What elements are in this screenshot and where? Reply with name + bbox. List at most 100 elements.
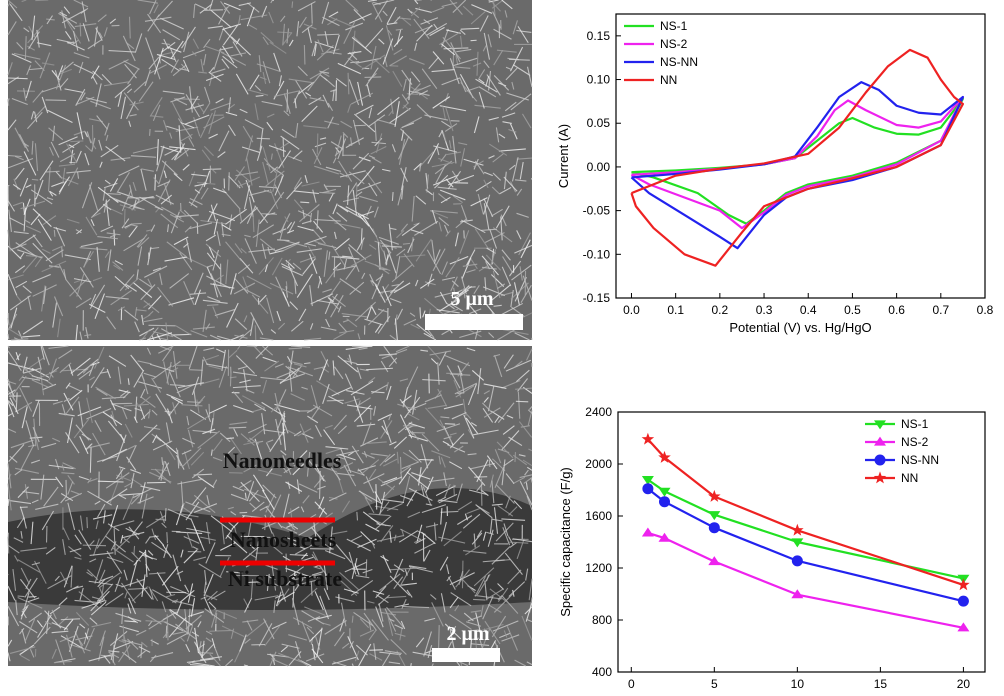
x-tick-label: 0.2 [712,303,729,317]
x-tick-label: 5 [711,677,718,691]
y-axis-label: Current (A) [556,124,571,188]
legend-label: NN [660,73,677,87]
x-tick-label: 0.5 [844,303,861,317]
legend-marker [874,471,887,483]
sem-fiber [304,363,310,364]
image-label: Nanosheets [230,527,337,552]
sem-fiber [283,138,284,157]
sem-fiber [70,141,83,142]
sem-fiber [229,427,246,428]
image-label: Ni substrate [228,566,343,591]
sem-fiber [45,100,66,101]
sem-fiber [454,485,455,495]
legend-label: NS-NN [901,453,939,467]
x-tick-label: 0.3 [756,303,773,317]
sem-fiber [83,545,106,546]
sem-fiber [113,645,114,663]
sem-fiber [8,78,28,79]
marker [792,555,803,566]
y-tick-label: 800 [592,613,612,627]
sem-fiber [272,0,273,1]
sem-fiber [156,519,167,520]
sem-fiber [166,626,167,638]
sem-fiber [361,228,362,243]
sem-fiber [277,240,289,241]
sem-fiber [357,512,358,521]
x-tick-label: 10 [791,677,805,691]
x-tick-label: 0.8 [977,303,994,317]
image-label: Nanoneedles [223,448,342,473]
sem-fiber [155,174,156,190]
sem-fiber [123,625,124,643]
x-tick-label: 0 [628,677,635,691]
sem-fiber [320,471,321,499]
sem-fiber [300,202,309,203]
sem-fiber [8,99,9,106]
sem-fiber [327,400,344,401]
sem-fiber [289,348,302,349]
sem-fiber [365,77,382,78]
x-tick-label: 0.1 [667,303,684,317]
x-tick-label: 15 [874,677,888,691]
sem-fiber [419,459,433,460]
legend-label: NS-2 [660,37,688,51]
legend-label: NS-1 [901,417,929,431]
x-tick-label: 0.6 [888,303,905,317]
legend-label: NN [901,471,918,485]
legend-marker [875,455,886,466]
sem-fiber [207,305,218,306]
sem-fiber [46,171,60,172]
sem-fiber [439,625,440,650]
sem-fiber [134,546,135,555]
series-line [631,99,962,224]
sem-fiber [531,178,532,179]
y-tick-label: 1200 [585,561,612,575]
y-tick-label: 0.00 [587,160,611,174]
sem-fiber [277,32,292,33]
sem-fiber [35,0,48,1]
sem-fiber [32,179,38,180]
sem-fiber [376,484,377,509]
legend-label: NS-1 [660,19,688,33]
sem-fiber [87,517,88,528]
sem-fiber [336,80,337,101]
sem-fiber [415,0,422,1]
y-tick-label: 400 [592,665,612,679]
sem-fiber [407,94,418,95]
sem-fiber [304,45,305,64]
sem-fiber [149,325,176,326]
marker [659,496,670,507]
sem-fiber [348,73,349,94]
marker [957,578,970,590]
x-tick-label: 20 [957,677,971,691]
series-line [631,97,962,228]
sem-fiber [292,1,293,7]
legend-label: NS-NN [660,55,698,69]
y-tick-label: -0.10 [583,247,611,261]
legend-label: NS-2 [901,435,929,449]
sem-fiber [8,334,9,339]
y-tick-label: 1600 [585,509,612,523]
sem-fiber [62,247,63,257]
marker [709,522,720,533]
sem-fiber [28,596,36,597]
sem-fiber [167,532,168,543]
y-tick-label: 0.15 [587,29,611,43]
sem-fiber [18,596,25,597]
sem-fiber [189,370,202,371]
sem-fiber [261,214,277,215]
sem-fiber [171,334,191,335]
marker [642,528,654,537]
sem-image [8,346,532,666]
y-axis-label: Specific capacitance (F/g) [558,467,573,617]
sem-fiber [25,36,26,59]
sem-fiber [352,616,353,623]
sem-fiber [90,447,91,473]
sem-fiber [209,404,210,417]
sem-fiber [392,192,393,201]
sem-fiber [54,230,55,237]
y-tick-label: -0.05 [583,204,611,218]
sem-fiber [114,229,115,245]
sem-fiber [420,307,421,318]
sem-fiber [8,537,9,554]
